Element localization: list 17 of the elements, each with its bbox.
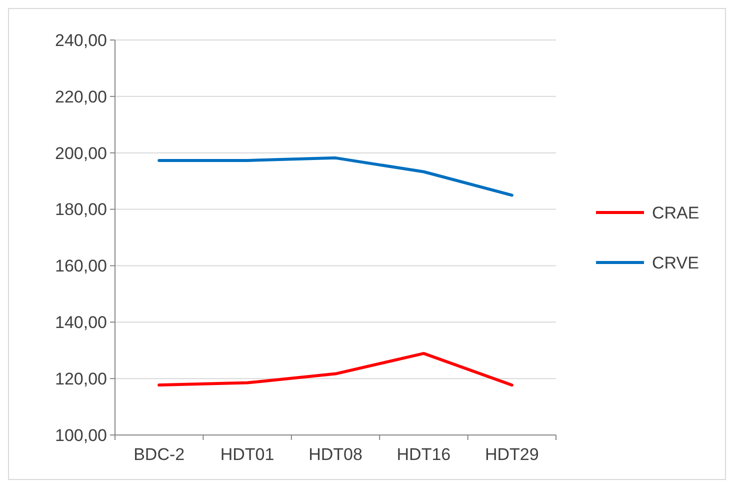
x-tick-label: HDT16 xyxy=(396,445,451,464)
line-series xyxy=(158,352,514,387)
x-tick-label: HDT01 xyxy=(220,445,274,464)
x-tick-label: BDC-2 xyxy=(134,445,185,464)
y-tick-label: 240,00 xyxy=(55,30,107,50)
x-tick-label: HDT08 xyxy=(308,445,362,464)
y-tick-label: 160,00 xyxy=(55,256,107,276)
line-series xyxy=(158,156,514,197)
y-tick-label: 100,00 xyxy=(55,426,107,445)
y-tick-label: 180,00 xyxy=(55,200,107,220)
y-tick-label: 220,00 xyxy=(55,87,107,106)
x-tick-label: HDT29 xyxy=(484,445,539,464)
y-tick-label: 200,00 xyxy=(55,144,107,163)
legend-label: CRAE xyxy=(652,203,700,222)
legend-label: CRVE xyxy=(652,253,699,272)
y-tick-label: 120,00 xyxy=(55,370,107,389)
y-tick-label: 140,00 xyxy=(55,313,107,332)
